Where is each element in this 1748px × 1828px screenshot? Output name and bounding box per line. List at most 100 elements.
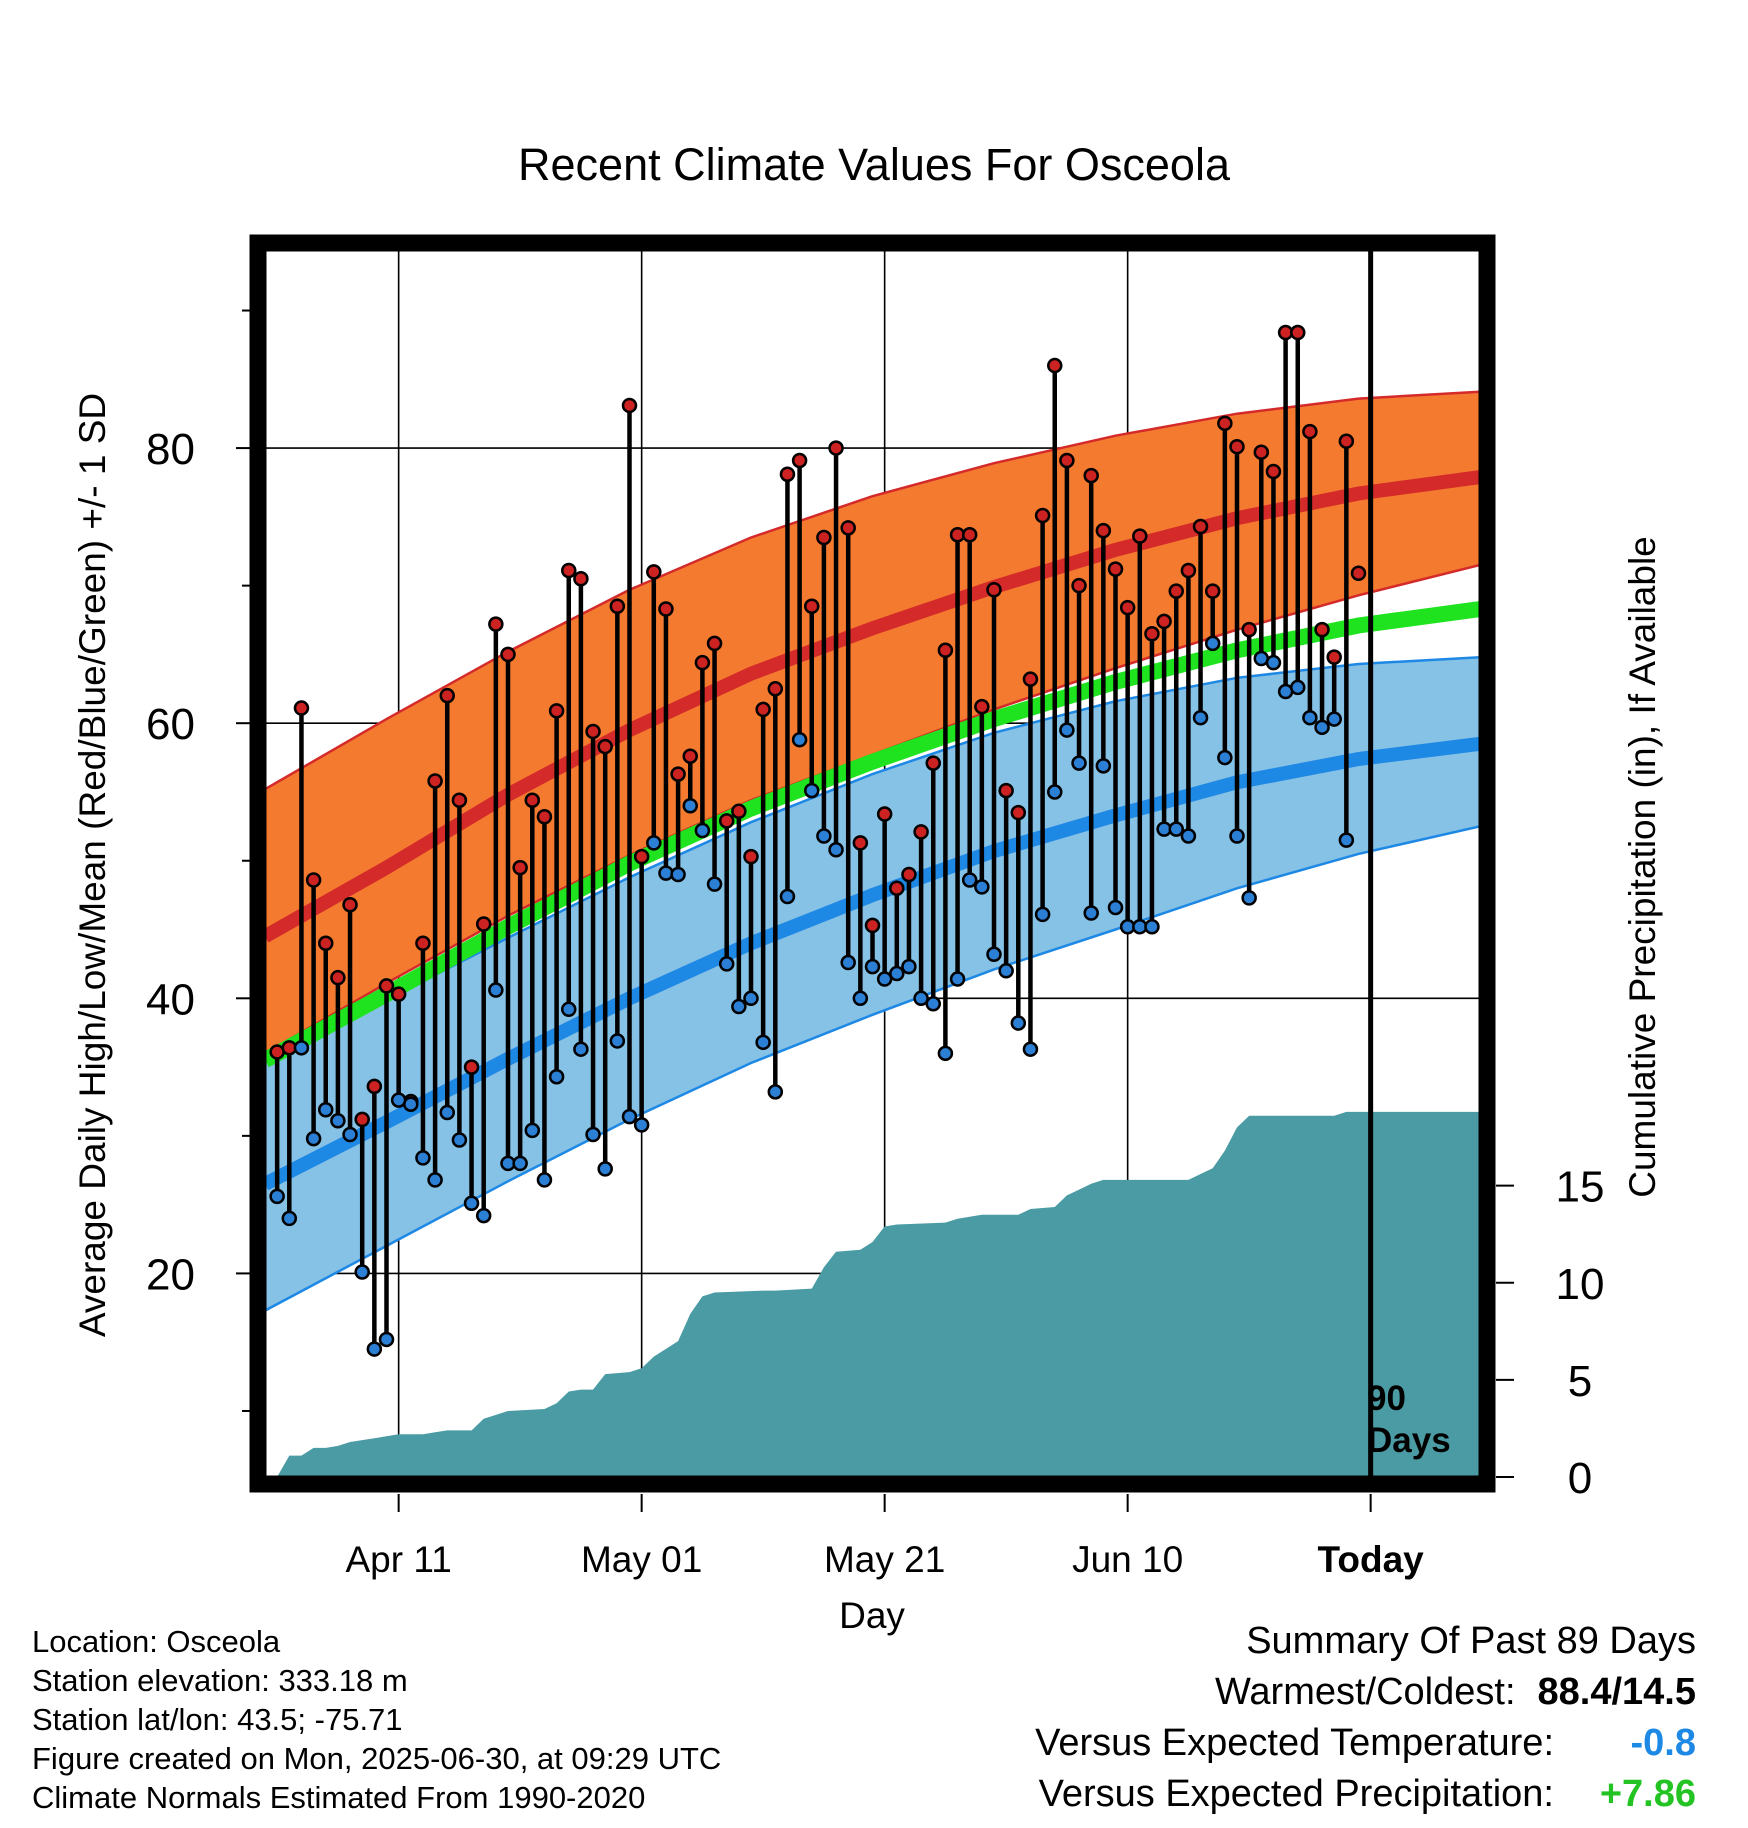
high-temp-point — [1314, 621, 1330, 638]
y-axis-label: Average Daily High/Low/Mean (Red/Blue/Gr… — [72, 393, 113, 1337]
low-temp-point — [366, 1341, 383, 1357]
temp-anomaly-value: -0.8 — [1630, 1722, 1696, 1764]
high-temp-point — [694, 654, 711, 671]
low-temp-point — [852, 990, 869, 1007]
low-temp-point — [512, 1155, 528, 1172]
y2-tick-label: 0 — [1568, 1454, 1592, 1503]
x-tick-label: Today — [1318, 1539, 1425, 1580]
y2-axis-label: Cumulative Precipitation (in), If Availa… — [1622, 536, 1663, 1198]
high-temp-point — [1144, 626, 1160, 642]
high-temp-point — [1192, 518, 1209, 535]
high-temp-point — [488, 616, 504, 632]
low-temp-point — [646, 835, 662, 851]
high-temp-point — [1326, 649, 1342, 665]
low-temp-point — [609, 1033, 626, 1049]
high-temp-point — [1265, 463, 1282, 480]
precip-anomaly-label: Versus Expected Precipitation: — [1038, 1773, 1554, 1815]
high-temp-point — [986, 582, 1002, 598]
high-temp-point — [585, 723, 601, 740]
y-tick-label: 40 — [146, 975, 195, 1024]
created-text: Figure created on Mon, 2025-06-30, at 09… — [32, 1741, 722, 1776]
low-temp-point — [451, 1132, 468, 1148]
low-temp-point — [403, 1096, 419, 1112]
low-temp-point — [804, 782, 820, 799]
summary-title: Summary Of Past 89 Days — [1246, 1620, 1696, 1662]
low-temp-point — [1290, 679, 1306, 696]
high-temp-point — [1047, 357, 1063, 374]
low-temp-point — [1326, 711, 1342, 727]
daily-range-sticks — [274, 332, 1349, 1350]
today-annotation-line-2: Days — [1367, 1421, 1451, 1460]
y-tick-label: 80 — [146, 425, 195, 474]
high-temp-point — [767, 681, 784, 697]
high-temp-point — [318, 935, 334, 952]
low-temp-point — [1302, 709, 1318, 726]
low-temp-point — [281, 1210, 298, 1227]
low-temp-point — [889, 965, 905, 982]
low-temp-point — [463, 1195, 480, 1212]
low-temp-point — [767, 1084, 784, 1100]
low-temp-point — [269, 1188, 285, 1205]
high-temp-point — [840, 520, 856, 536]
high-temp-point — [597, 738, 613, 755]
x-tick-label: Apr 11 — [346, 1539, 452, 1580]
y-tick-label: 60 — [146, 700, 195, 749]
low-temp-point — [488, 982, 504, 998]
high-temp-point — [876, 806, 893, 822]
high-temp-point — [913, 824, 929, 840]
high-temp-point — [670, 766, 686, 782]
low-temp-point — [573, 1041, 589, 1057]
high-temp-point — [658, 601, 674, 617]
chart-title: Recent Climate Values For Osceola — [518, 139, 1231, 190]
high-temp-point — [1253, 444, 1270, 460]
high-temp-point — [998, 782, 1014, 799]
high-temp-point — [852, 835, 869, 851]
low-temp-point — [293, 1040, 310, 1056]
low-temp-point — [1265, 654, 1282, 671]
high-temp-point — [1241, 621, 1257, 638]
high-temp-point — [682, 748, 698, 764]
low-temp-point — [330, 1112, 346, 1129]
low-temp-point — [524, 1122, 541, 1139]
high-temp-point — [633, 848, 650, 865]
precip-anomaly-row: Versus Expected Precipitation: +7.86 — [1035, 1769, 1696, 1820]
y2-tick-label: 10 — [1556, 1260, 1605, 1309]
x-tick-label: May 01 — [581, 1539, 702, 1580]
high-temp-point — [706, 635, 723, 652]
location-text: Location: Osceola — [32, 1624, 281, 1659]
low-temp-point — [1180, 828, 1197, 844]
low-temp-point — [1229, 828, 1245, 844]
high-temp-point — [901, 866, 917, 883]
high-temp-point — [646, 564, 662, 580]
low-band-upper-edge — [265, 655, 1480, 1060]
low-temp-point — [706, 876, 723, 892]
y2-tick-label: 5 — [1568, 1357, 1592, 1406]
plot-frame — [249, 234, 1496, 1493]
high-temp-point — [1107, 561, 1124, 577]
station-info: Location: Osceola Station elevation: 333… — [32, 1622, 721, 1817]
low-temp-point — [779, 888, 796, 905]
high-temp-point — [342, 897, 358, 913]
low-temp-point — [901, 958, 917, 975]
high-temp-point — [512, 859, 528, 876]
high-temp-point — [1229, 438, 1245, 455]
low-temp-point — [913, 990, 929, 1007]
y2-tick-label: 15 — [1556, 1163, 1605, 1212]
low-temp-point — [1083, 905, 1099, 921]
low-temp-point — [986, 946, 1002, 963]
low-temp-point — [475, 1207, 492, 1224]
high-temp-point — [1034, 507, 1051, 524]
high-temp-point — [390, 986, 407, 1002]
low-temp-point — [670, 866, 686, 883]
low-temp-point — [1241, 890, 1257, 906]
low-temp-point — [949, 971, 966, 987]
high-temp-point — [937, 642, 954, 659]
high-temp-point — [305, 872, 322, 888]
high-temp-point — [573, 571, 589, 587]
high-temp-point — [804, 598, 820, 615]
high-band-upper-edge — [265, 390, 1480, 791]
low-temp-point — [864, 958, 881, 975]
axes: 20 40 60 80 Apr 11 May 01 May 21 Jun 10 Today 0 5 1… — [146, 309, 1605, 1580]
low-temp-point — [536, 1172, 553, 1188]
